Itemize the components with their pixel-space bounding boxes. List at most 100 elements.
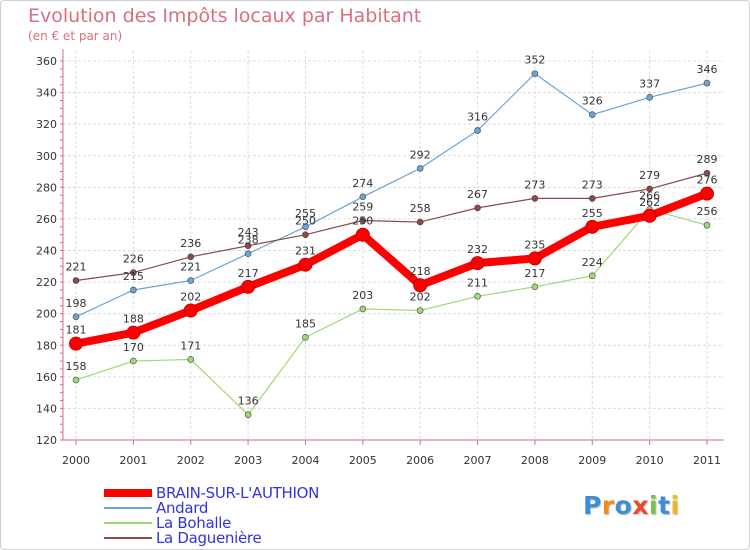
y-tick-label: 320 xyxy=(36,118,57,131)
data-label: 211 xyxy=(467,276,488,289)
data-label: 276 xyxy=(697,174,718,187)
data-label: 250 xyxy=(295,215,316,228)
logo-letter: o xyxy=(614,491,633,520)
legend-item-brain-sur-l-authion: BRAIN-SUR-L'AUTHION xyxy=(104,484,404,502)
data-label: 256 xyxy=(697,205,718,218)
data-point xyxy=(416,307,424,314)
data-point xyxy=(646,94,653,101)
data-label: 221 xyxy=(66,261,87,274)
series-line-brain-sur-l-authion xyxy=(72,189,711,348)
y-tick-label: 280 xyxy=(36,181,57,194)
series-line-la-dagueniere xyxy=(75,172,708,282)
proxiti-logo: Proxiti xyxy=(583,491,680,520)
data-point xyxy=(69,336,83,351)
x-tick-label: 2003 xyxy=(234,454,262,467)
data-label: 258 xyxy=(410,202,431,215)
data-label: 326 xyxy=(582,95,603,108)
logo-letter: P xyxy=(583,491,602,520)
data-point xyxy=(302,231,309,239)
data-label: 255 xyxy=(295,207,316,220)
data-point xyxy=(187,277,195,284)
data-label: 198 xyxy=(66,297,87,310)
y-tick-label: 300 xyxy=(36,150,57,163)
data-point xyxy=(531,195,539,202)
data-point xyxy=(474,127,481,134)
data-point xyxy=(244,242,252,250)
data-point xyxy=(646,185,653,193)
data-point xyxy=(703,79,711,87)
data-point xyxy=(703,169,711,177)
x-tick-label: 2009 xyxy=(578,454,606,467)
logo-letter: x xyxy=(632,491,649,520)
data-label: 231 xyxy=(295,245,316,258)
data-label: 316 xyxy=(467,110,488,123)
data-point xyxy=(359,305,367,313)
legend-swatch xyxy=(104,521,152,524)
series-line-andard xyxy=(75,73,708,318)
data-label: 352 xyxy=(524,54,545,67)
data-label: 202 xyxy=(180,291,201,304)
data-point xyxy=(416,218,424,226)
data-label: 273 xyxy=(524,178,545,191)
legend-item-la-bohalle: La Bohalle xyxy=(104,514,404,532)
data-label: 136 xyxy=(238,395,259,408)
legend-label: La Daguenière xyxy=(156,529,262,547)
data-point xyxy=(359,193,367,201)
legend-item-la-dagueniere: La Daguenière xyxy=(104,529,404,547)
y-tick-label: 200 xyxy=(36,308,57,321)
data-point xyxy=(588,111,596,118)
data-point xyxy=(470,256,485,271)
data-label: 232 xyxy=(467,243,488,256)
y-tick-label: 120 xyxy=(36,434,57,447)
logo-letter: r xyxy=(601,491,615,520)
data-label: 236 xyxy=(180,237,201,250)
data-label: 238 xyxy=(238,234,259,247)
data-label: 171 xyxy=(180,339,201,352)
data-label: 202 xyxy=(410,291,431,304)
data-point xyxy=(642,208,657,223)
data-label: 250 xyxy=(352,215,373,228)
legend-label: BRAIN-SUR-L'AUTHION xyxy=(156,484,320,502)
legend-swatch xyxy=(104,506,152,509)
plot-area xyxy=(63,51,724,440)
x-tick-label: 2005 xyxy=(349,454,377,467)
y-tick-label: 140 xyxy=(36,402,57,415)
data-point xyxy=(130,357,137,365)
data-point xyxy=(474,204,481,212)
data-label: 226 xyxy=(123,253,144,266)
y-tick-label: 160 xyxy=(36,371,57,384)
data-label: 346 xyxy=(697,63,718,76)
data-point xyxy=(416,165,424,172)
logo-letter: i xyxy=(649,491,659,520)
data-point xyxy=(474,292,481,300)
x-tick-label: 2004 xyxy=(291,454,319,467)
y-tick-label: 180 xyxy=(36,339,57,352)
data-point xyxy=(703,221,711,229)
data-point xyxy=(355,227,370,242)
data-label: 218 xyxy=(410,265,431,278)
data-point xyxy=(126,325,141,340)
data-point xyxy=(302,334,309,341)
data-label: 217 xyxy=(524,267,545,280)
data-label: 224 xyxy=(582,256,603,269)
data-label: 292 xyxy=(410,148,431,161)
data-point xyxy=(302,223,309,231)
data-point xyxy=(72,277,80,284)
data-point xyxy=(130,269,137,276)
data-label: 279 xyxy=(639,169,660,182)
legend-label: Andard xyxy=(156,499,209,517)
data-point xyxy=(298,257,313,272)
data-label: 266 xyxy=(639,189,660,202)
data-point xyxy=(72,313,80,321)
data-point xyxy=(588,272,596,280)
data-label: 337 xyxy=(639,77,660,90)
chart-subtitle: (en € et par an) xyxy=(28,29,123,43)
x-tick-label: 2011 xyxy=(693,454,721,467)
data-label: 267 xyxy=(467,188,488,201)
data-label: 259 xyxy=(352,200,373,213)
x-tick-label: 2001 xyxy=(119,454,147,467)
x-tick-label: 2007 xyxy=(464,454,492,467)
y-tick-label: 340 xyxy=(36,87,57,100)
